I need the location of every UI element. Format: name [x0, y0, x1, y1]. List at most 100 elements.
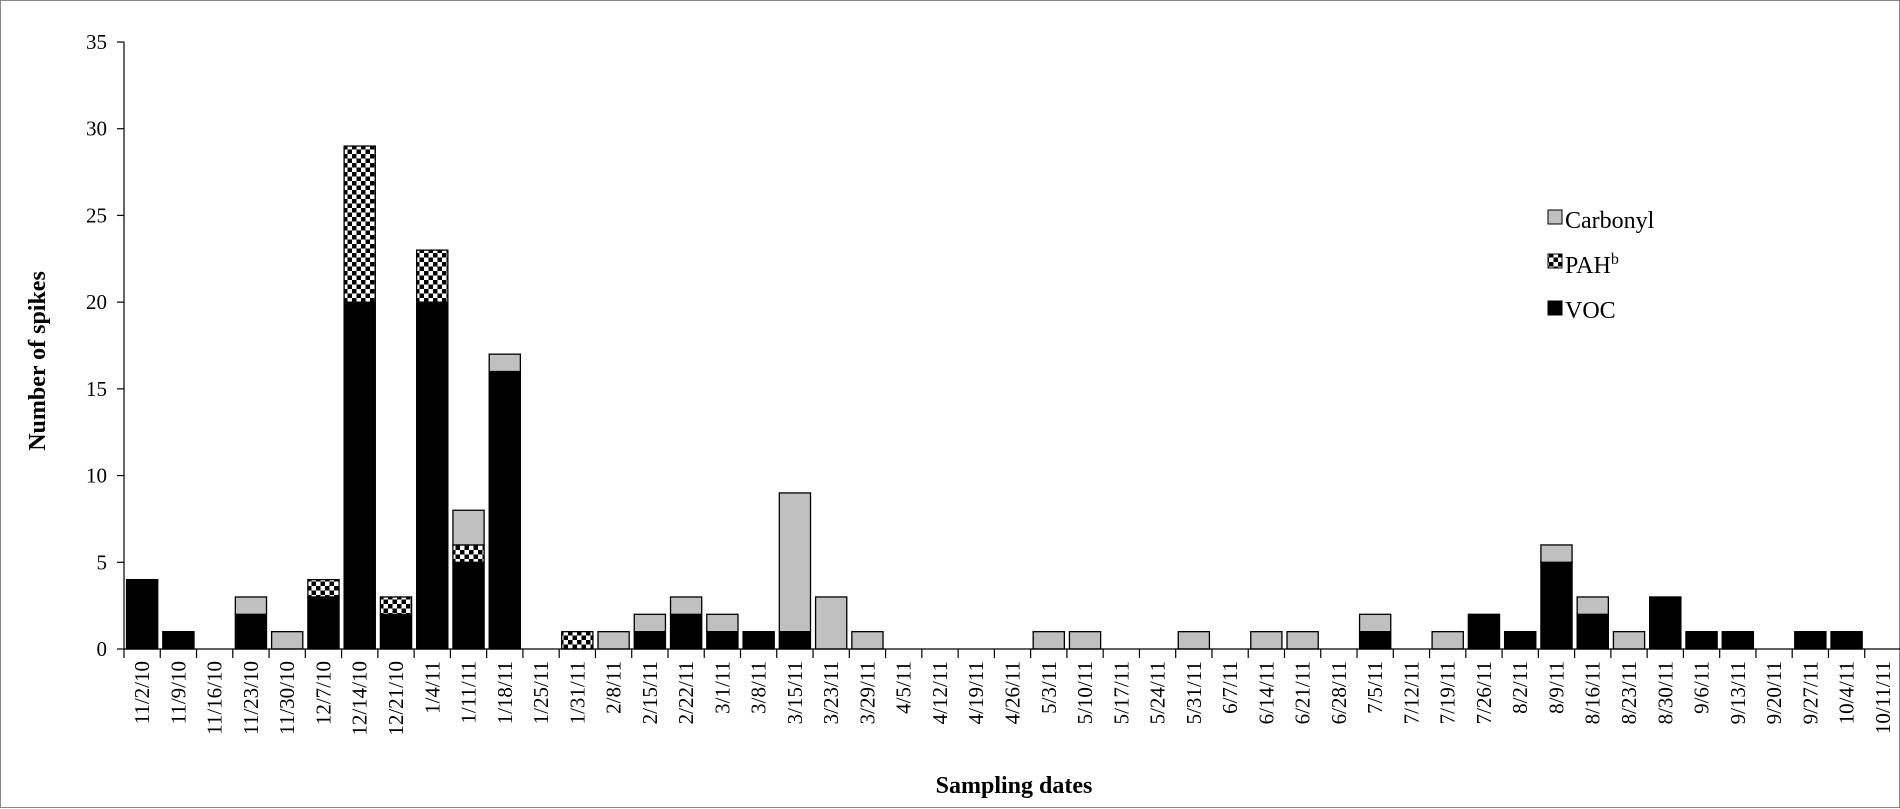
x-tick-label: 7/26/11	[1472, 661, 1496, 724]
bar-carbonyl-11-23-10	[234, 596, 268, 615]
bar-pah-12-21-10	[379, 596, 413, 615]
x-tick-label: 2/15/11	[638, 661, 662, 724]
bar-voc-2-15-11	[633, 631, 667, 650]
x-tick-label: 5/17/11	[1109, 661, 1133, 724]
x-tick-label: 9/13/11	[1726, 661, 1750, 724]
bar-carbonyl-2-15-11	[633, 613, 667, 633]
bar-voc-1-18-11	[488, 370, 522, 650]
x-tick-label: 8/16/11	[1581, 661, 1605, 724]
x-tick-label: 5/31/11	[1182, 661, 1206, 724]
bar-pah-1-11-11	[452, 544, 485, 563]
bar-voc-8-2-11	[1503, 631, 1537, 650]
x-tick-label: 4/19/11	[964, 661, 988, 724]
bar-pah-12-14-10	[343, 145, 376, 303]
bar-voc-10-4-11	[1830, 631, 1863, 650]
bar-voc-8-9-11	[1540, 561, 1573, 650]
bar-pah-12-7-10	[307, 578, 340, 598]
y-tick-label: 25	[86, 203, 107, 227]
bar-voc-8-30-11	[1649, 596, 1682, 650]
x-tick-label: 4/5/11	[892, 661, 916, 714]
bar-voc-3-1-11	[706, 631, 739, 650]
labels-layer: 0 5 10 15 20 25 30 35 11/2/10 11/9/10 11/16/10 11/2…	[86, 30, 1895, 736]
y-axis-title: Number of spikes	[25, 271, 51, 451]
bar-carbonyl-8-16-11	[1576, 596, 1609, 615]
bars-layer	[125, 145, 1863, 650]
x-tick-label: 5/24/11	[1146, 661, 1170, 724]
x-tick-label: 4/12/11	[928, 661, 952, 724]
bar-carbonyl-3-29-11	[851, 631, 884, 650]
x-tick-label: 6/7/11	[1218, 661, 1242, 714]
legend-label-pah-superscript: b	[1611, 251, 1619, 268]
legend: Carbonyl PAHb VOC	[1547, 208, 1655, 324]
x-tick-label: 8/23/11	[1617, 661, 1641, 724]
y-tick-label: 15	[86, 377, 107, 401]
x-tick-label: 1/25/11	[529, 661, 553, 724]
x-tick-label: 9/20/11	[1762, 661, 1786, 724]
x-tick-label: 3/1/11	[710, 661, 734, 714]
bar-voc-1-4-11	[416, 301, 449, 650]
x-tick-label: 1/4/11	[420, 661, 444, 714]
axes-layer	[117, 41, 1900, 658]
x-tick-label: 7/12/11	[1399, 661, 1423, 724]
legend-label-voc: VOC	[1565, 298, 1616, 324]
x-tick-label: 1/11/11	[457, 661, 481, 724]
legend-label-carbonyl: Carbonyl	[1565, 208, 1655, 234]
bar-voc-3-15-11	[778, 631, 812, 650]
bar-carbonyl-5-31-11	[1177, 631, 1211, 650]
x-tick-label: 12/21/10	[384, 661, 408, 736]
x-tick-label: 3/8/11	[747, 661, 771, 714]
x-tick-label: 9/6/11	[1690, 661, 1714, 714]
y-tick-label: 35	[86, 30, 107, 54]
x-tick-label: 12/7/10	[311, 661, 335, 725]
bar-voc-8-16-11	[1576, 613, 1609, 650]
x-tick-label: 11/30/10	[275, 661, 299, 735]
x-tick-label: 11/9/10	[166, 661, 190, 724]
x-tick-label: 3/29/11	[855, 661, 879, 724]
x-tick-label: 2/22/11	[674, 661, 698, 724]
x-tick-label: 12/14/10	[348, 661, 372, 736]
x-tick-label: 11/23/10	[239, 661, 263, 735]
x-tick-label: 1/18/11	[493, 661, 517, 724]
bar-carbonyl-7-5-11	[1358, 613, 1392, 633]
bar-voc-11-23-10	[234, 613, 268, 650]
bar-voc-11-2-10	[125, 578, 159, 650]
bar-voc-7-5-11	[1358, 631, 1392, 650]
x-axis-title: Sampling dates	[936, 773, 1093, 799]
x-tick-label: 6/21/11	[1291, 661, 1315, 724]
x-tick-label: 8/2/11	[1508, 661, 1532, 714]
x-tick-label: 11/16/10	[203, 661, 227, 735]
bar-carbonyl-5-3-11	[1032, 631, 1066, 650]
bar-carbonyl-8-23-11	[1612, 631, 1646, 650]
legend-swatch-voc	[1547, 300, 1563, 316]
x-tick-label: 7/5/11	[1363, 661, 1387, 714]
legend-label-pah: PAHb	[1565, 251, 1619, 279]
x-tick-label: 1/31/11	[565, 661, 589, 724]
x-tick-label: 5/10/11	[1073, 661, 1097, 724]
x-tick-label: 5/3/11	[1037, 661, 1061, 714]
bar-carbonyl-3-23-11	[814, 596, 848, 650]
bar-voc-7-26-11	[1467, 613, 1501, 650]
bar-carbonyl-11-30-10	[270, 631, 304, 650]
bar-carbonyl-2-8-11	[597, 631, 630, 650]
legend-label-pah-name: PAH	[1565, 253, 1611, 279]
y-tick-label: 0	[97, 637, 108, 661]
x-tick-label: 4/26/11	[1001, 661, 1025, 724]
x-tick-label: 6/14/11	[1254, 661, 1278, 724]
bar-voc-9-27-11	[1794, 631, 1827, 650]
bar-carbonyl-7-19-11	[1431, 631, 1464, 650]
bar-pah-1-4-11	[416, 249, 449, 303]
bar-voc-9-13-11	[1721, 631, 1755, 650]
bar-voc-2-22-11	[669, 613, 703, 650]
y-tick-label: 30	[86, 117, 107, 141]
legend-swatch-carbonyl	[1547, 209, 1563, 225]
bar-voc-9-6-11	[1685, 631, 1718, 650]
x-tick-label: 7/19/11	[1436, 661, 1460, 724]
legend-swatch-pah	[1547, 253, 1563, 269]
bar-voc-1-11-11	[452, 561, 485, 650]
bar-carbonyl-6-14-11	[1250, 631, 1283, 650]
x-tick-label: 10/11/11	[1871, 661, 1895, 734]
x-tick-label: 11/2/10	[130, 661, 154, 724]
bar-pah-1-31-11	[561, 631, 594, 650]
bar-carbonyl-3-1-11	[706, 613, 739, 633]
